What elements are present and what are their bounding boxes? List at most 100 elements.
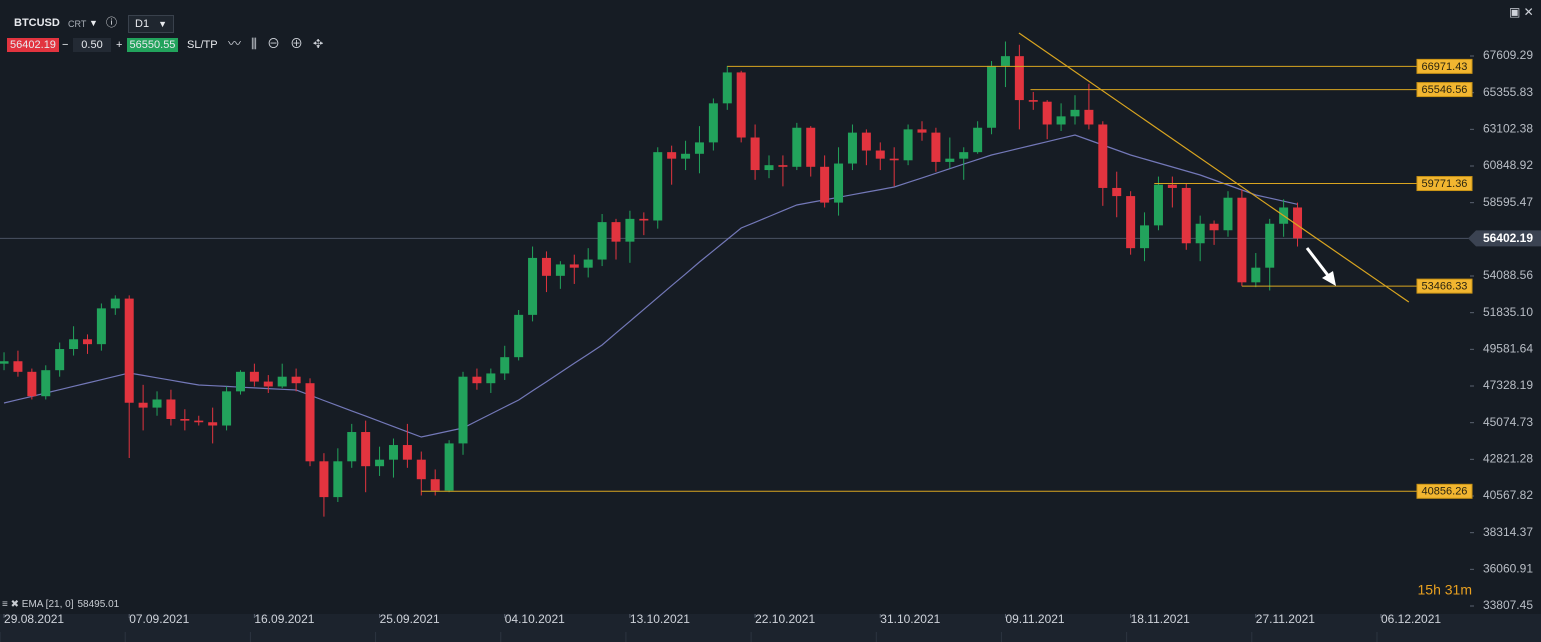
candle-body — [333, 461, 343, 498]
x-tick-label: 22.10.2021 — [755, 612, 815, 626]
level-label-box — [1416, 278, 1473, 294]
ema-icons[interactable]: ≡ ✖ — [2, 599, 22, 610]
candle-body — [55, 349, 65, 371]
candle-body — [69, 339, 79, 350]
candle-body — [569, 264, 579, 268]
candle-body — [736, 72, 746, 138]
candle-body — [959, 152, 969, 159]
candle-body — [430, 479, 440, 491]
y-tick-label: 47328.19 — [1483, 378, 1533, 392]
x-tick-label: 07.09.2021 — [129, 612, 189, 626]
candle-body — [750, 137, 760, 171]
candle-body — [1237, 197, 1247, 283]
candle-body — [166, 399, 176, 420]
candle-body — [1112, 187, 1122, 197]
chart-tools[interactable]: 〰⫼⊖⊕✥ — [228, 36, 334, 51]
level-label-box — [1416, 82, 1473, 98]
candle-body — [875, 150, 885, 159]
candle-body — [1153, 184, 1163, 226]
candle-body — [1223, 197, 1233, 231]
candle-body — [110, 298, 120, 309]
candle-body — [889, 158, 899, 161]
candle-body — [0, 361, 9, 364]
candle-body — [124, 298, 134, 403]
buy-price[interactable]: 56550.55 — [127, 38, 178, 52]
y-tick-label: 58595.47 — [1483, 195, 1533, 209]
candle-body — [945, 158, 955, 162]
y-tick-label: 40567.82 — [1483, 488, 1533, 502]
x-tick-label: 31.10.2021 — [880, 612, 940, 626]
y-tick-label: 49581.64 — [1483, 342, 1533, 356]
candle-timer: 15h 31m — [1418, 582, 1472, 598]
candle-body — [861, 132, 871, 151]
candle-body — [249, 371, 259, 382]
candle-body — [194, 420, 204, 423]
candle-body — [528, 257, 538, 315]
candle-body — [458, 376, 468, 444]
level-label-box — [1416, 58, 1473, 74]
timeframe[interactable]: D1 ▼ — [128, 15, 175, 33]
sell-price[interactable]: 56402.19 — [7, 38, 59, 52]
candle-body — [667, 152, 677, 159]
candle-body — [792, 127, 802, 167]
candle-body — [583, 259, 593, 268]
x-tick-label: 06.12.2021 — [1381, 612, 1441, 626]
candle-body — [13, 361, 23, 372]
level-label: 66971.43 — [1422, 61, 1468, 73]
level-label-box — [1416, 483, 1473, 499]
candle-body — [1209, 223, 1219, 231]
candle-body — [1056, 116, 1066, 125]
window-icons[interactable]: ▣ ✕ — [1509, 5, 1534, 19]
candle-body — [847, 132, 857, 164]
level-label: 59771.36 — [1422, 178, 1468, 190]
symbol[interactable]: BTCUSD — [14, 17, 60, 29]
mode[interactable]: CRT — [68, 19, 87, 29]
candle-body — [611, 222, 621, 242]
candle-body — [208, 422, 218, 426]
candle-body — [444, 443, 454, 491]
candle-body — [903, 129, 913, 161]
candle-body — [917, 129, 927, 133]
ema-value: 58495.01 — [77, 599, 119, 610]
candle-body — [722, 72, 732, 104]
candle-body — [375, 459, 385, 467]
candle-body — [235, 371, 245, 392]
candle-body — [541, 257, 551, 276]
x-tick-label: 16.09.2021 — [254, 612, 314, 626]
level-label: 40856.26 — [1422, 486, 1468, 498]
candle-body — [1251, 267, 1261, 283]
y-tick-label: 54088.56 — [1483, 268, 1533, 282]
candle-body — [486, 373, 496, 384]
info-icon[interactable]: ⓘ — [106, 17, 117, 29]
x-tick-label: 04.10.2021 — [505, 612, 565, 626]
ema-legend: ≡ ✖ EMA [21, 0] 58495.01 — [2, 599, 120, 610]
y-tick-label: 63102.38 — [1483, 122, 1533, 136]
timeframe-dropdown: ▼ — [158, 19, 168, 29]
candle-body — [388, 445, 398, 460]
candle-body — [973, 127, 983, 153]
candle-body — [1042, 101, 1052, 125]
mode-dropdown[interactable]: ▼ — [89, 18, 98, 28]
level-label: 53466.33 — [1422, 281, 1468, 293]
sltp-button[interactable]: SL/TP — [187, 39, 218, 51]
candle-body — [305, 383, 315, 462]
lot-size[interactable]: 0.50 — [73, 38, 111, 52]
x-tick-label: 13.10.2021 — [630, 612, 690, 626]
y-tick-label: 67609.29 — [1483, 48, 1533, 62]
level-label-box — [1416, 176, 1473, 192]
y-tick-label: 33807.45 — [1483, 598, 1533, 612]
y-tick-label: 60848.92 — [1483, 158, 1533, 172]
candle-body — [681, 153, 691, 159]
candle-body — [1014, 56, 1024, 101]
lot-minus[interactable]: − — [62, 39, 69, 51]
candle-body — [1195, 223, 1205, 244]
candle-body — [138, 402, 148, 408]
lot-plus[interactable]: + — [116, 39, 123, 51]
level-label: 65546.56 — [1422, 84, 1468, 96]
candle-body — [152, 399, 162, 408]
candle-body — [639, 218, 649, 221]
arrow — [1305, 247, 1332, 279]
candle-body — [263, 381, 273, 387]
